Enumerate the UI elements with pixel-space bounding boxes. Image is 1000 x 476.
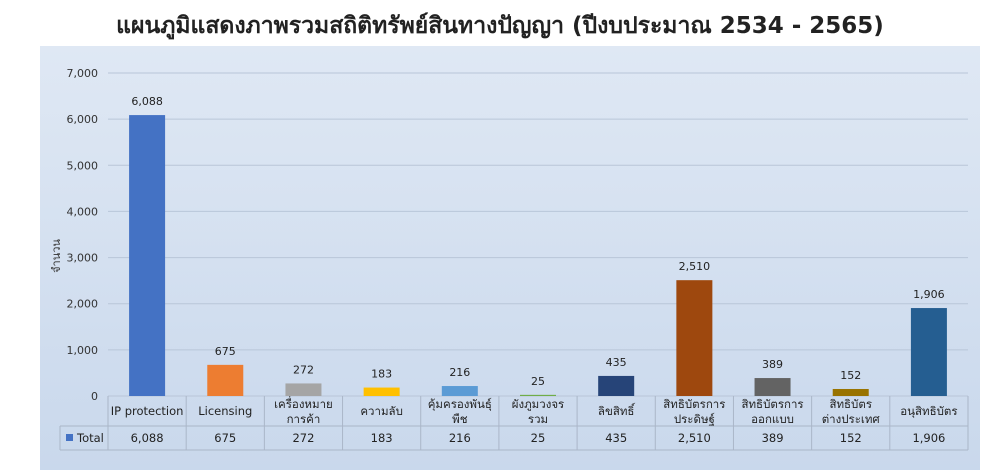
y-axis-label: จำนวน (50, 239, 63, 273)
data-label: 435 (606, 356, 627, 369)
x-tick-label: อนุสิทธิบัตร (900, 404, 957, 418)
data-label: 389 (762, 358, 783, 371)
table-cell: 272 (292, 431, 314, 445)
x-tick-label: ออกแบบ (751, 412, 794, 426)
x-tick-label: สิทธิบัตรการ (741, 397, 803, 411)
x-tick-label: การค้า (287, 412, 321, 426)
bar (598, 375, 635, 396)
bar (129, 115, 166, 397)
y-tick-label: 5,000 (67, 159, 99, 172)
data-label: 183 (371, 368, 392, 381)
table-cell: 216 (449, 431, 471, 445)
bar (832, 388, 869, 396)
table-cell: 675 (214, 431, 236, 445)
bar (520, 394, 556, 396)
y-tick-label: 3,000 (67, 252, 99, 265)
data-label: 6,088 (131, 95, 163, 108)
x-tick-label: รวม (528, 412, 548, 426)
bar (207, 364, 244, 396)
table-cell: 389 (762, 431, 784, 445)
table-cell: 1,906 (912, 431, 945, 445)
x-tick-label: พืช (452, 412, 468, 426)
table-cell: 25 (531, 431, 546, 445)
bar (676, 280, 713, 396)
x-tick-label: IP protection (111, 404, 184, 418)
legend-key (66, 434, 73, 441)
y-tick-label: 6,000 (67, 113, 99, 126)
y-tick-label: 0 (91, 390, 98, 403)
data-label: 25 (531, 375, 545, 388)
table-cell: 152 (840, 431, 862, 445)
bar (910, 308, 947, 396)
y-tick-label: 4,000 (67, 205, 99, 218)
data-label: 216 (449, 366, 470, 379)
data-label: 1,906 (913, 288, 945, 301)
data-labels: 6,088 675 272 183 216 25 435 2,510 389 152 1,906 (131, 95, 944, 388)
data-label: 272 (293, 363, 314, 376)
legend-series-name: Total (76, 431, 104, 445)
data-label: 152 (840, 369, 861, 382)
bar (754, 378, 791, 396)
x-tick-label: ต่างประเทศ (822, 412, 881, 426)
y-tick-label: 7,000 (67, 67, 99, 80)
x-tick-label: เครื่องหมาย (274, 396, 333, 411)
bar (441, 386, 478, 396)
data-label: 2,510 (679, 260, 711, 273)
x-tick-label: สิทธิบัตร (829, 397, 872, 411)
bars (129, 115, 947, 397)
x-tick-label: สิทธิบัตรการ (663, 397, 725, 411)
table-cell: 183 (371, 431, 393, 445)
x-tick-label: คุ้มครองพันธุ์ (428, 397, 492, 411)
bar-chart: 0 1,000 2,000 3,000 4,000 5,000 6,000 7,000 จำน… (50, 67, 969, 451)
table-cell: 2,510 (678, 431, 711, 445)
chart-title: แผนภูมิแสดงภาพรวมสถิติทรัพย์สินทางปัญญา … (116, 13, 884, 39)
x-tick-label: ความลับ (360, 404, 403, 418)
gridlines (108, 72, 968, 397)
x-tick-label: ประดิษฐ์ (674, 412, 715, 426)
x-tick-label: Licensing (198, 404, 252, 418)
bar (363, 387, 400, 396)
table-cell: 435 (605, 431, 627, 445)
bar (285, 383, 322, 396)
data-label: 675 (215, 345, 236, 358)
x-tick-label: ลิขสิทธิ์ (598, 402, 636, 418)
table-cell: 6,088 (131, 431, 164, 445)
y-tick-label: 1,000 (67, 344, 99, 357)
y-axis-ticks: 0 1,000 2,000 3,000 4,000 5,000 6,000 7,000 (67, 67, 99, 403)
chart-panel: 0 1,000 2,000 3,000 4,000 5,000 6,000 7,000 จำน… (40, 46, 980, 470)
y-tick-label: 2,000 (67, 298, 99, 311)
data-table: Total IP protection 6,088 Licensing 675 เครื่… (59, 396, 969, 451)
x-tick-label: ผังภูมวงจร (512, 397, 565, 411)
